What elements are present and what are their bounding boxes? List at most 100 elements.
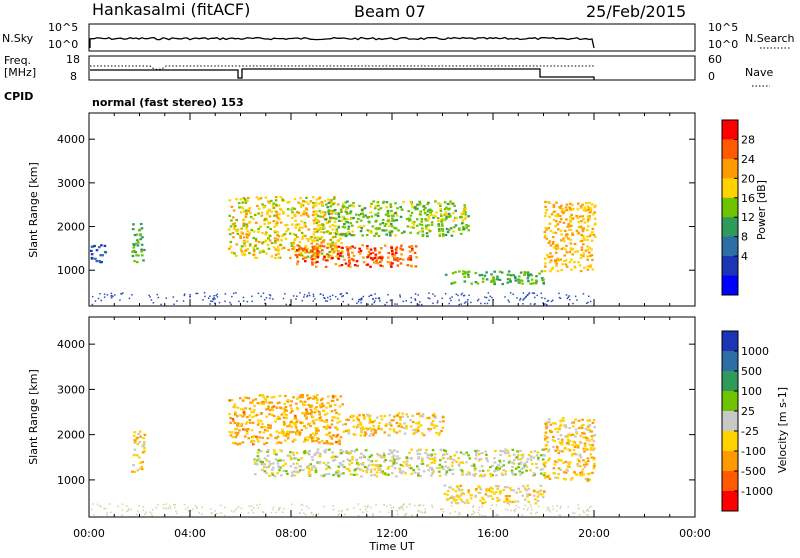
echo-cell [284,406,288,409]
echo-cell [413,471,417,474]
echo-cell [390,214,394,217]
echo-cell [286,430,289,433]
echo-cell [373,247,377,250]
ground-scatter-cell [515,504,518,507]
echo-cell [424,218,427,221]
echo-cell [541,493,544,496]
echo-cell [292,233,296,236]
ground-scatter-cell [234,509,237,511]
echo-cell [390,450,394,453]
echo-cell [413,206,417,209]
cpid-label: CPID [4,90,33,103]
echo-cell [281,428,284,431]
ground-scatter-cell [326,300,329,302]
echo-cell [495,466,499,469]
echo-cell [438,229,441,233]
echo-cell [351,251,354,254]
echo-cell [346,200,349,203]
echo-cell [557,437,560,441]
echo-cell [455,451,459,454]
echo-cell [576,216,579,220]
echo-cell [133,448,137,451]
ground-scatter-cell [304,513,307,516]
echo-cell [495,278,499,281]
echo-cell [375,227,379,230]
echo-cell [367,254,370,257]
ground-scatter-cell [279,506,281,509]
echo-cell [583,266,586,269]
echo-cell [444,273,448,276]
echo-cell [229,434,233,437]
echo-cell [297,211,300,214]
echo-cell [522,466,526,469]
echo-cell [377,208,381,211]
ground-scatter-cell [440,508,442,511]
echo-cell [356,467,360,470]
echo-cell [375,471,379,474]
echo-cell [565,233,568,236]
echo-cell [315,219,318,222]
echo-cell [293,238,297,241]
echo-cell [485,453,488,456]
echo-cell [484,450,487,453]
echo-cell [516,500,520,503]
echo-cell [493,457,496,460]
echo-cell [377,454,380,457]
echo-cell [422,205,425,208]
echo-cell [489,490,492,493]
echo-cell [276,245,280,248]
echo-cell [244,428,248,431]
echo-cell [391,456,394,459]
echo-cell [279,459,282,462]
echo-cell [370,474,373,477]
echo-cell [352,234,356,237]
echo-cell [230,399,234,402]
echo-cell [455,217,458,220]
ground-scatter-cell [174,503,176,506]
echo-cell [140,227,144,230]
echo-cell [90,253,94,256]
echo-cell [457,457,460,460]
ground-scatter-cell [525,295,527,298]
echo-region [443,484,546,505]
echo-cell [418,223,422,226]
echo-cell [334,455,337,458]
echo-cell [577,232,581,235]
echo-cell [396,257,399,260]
echo-cell [508,487,512,490]
echo-cell [294,224,298,227]
echo-cell [568,426,571,430]
echo-cell [394,202,397,205]
echo-cell [479,488,483,491]
echo-cell [572,448,576,451]
echo-cell [376,212,380,215]
echo-cell [569,215,572,219]
echo-cell [362,415,366,418]
echo-cell [283,232,287,236]
echo-cell [477,485,480,488]
echo-cell [535,491,539,494]
echo-cell [586,235,589,238]
echo-cell [560,438,564,441]
echo-cell [244,200,248,203]
echo-cell [584,208,588,211]
echo-cell [445,471,449,474]
echo-cell [390,230,394,233]
echo-cell [411,206,414,209]
echo-cell [291,410,294,413]
echo-cell [270,255,274,258]
echo-cell [390,246,394,250]
echo-cell [517,458,520,461]
echo-cell [588,439,591,442]
echo-cell [592,458,596,461]
ground-scatter-cell [340,292,343,295]
echo-cell [294,466,298,469]
ground-scatter-cell [576,299,578,301]
echo-cell [371,258,375,261]
echo-cell [361,462,365,465]
echo-cell [228,412,231,416]
echo-cell [241,207,245,210]
ground-scatter-cell [324,297,326,300]
station-title: Hankasalmi (fitACF) [92,0,250,19]
